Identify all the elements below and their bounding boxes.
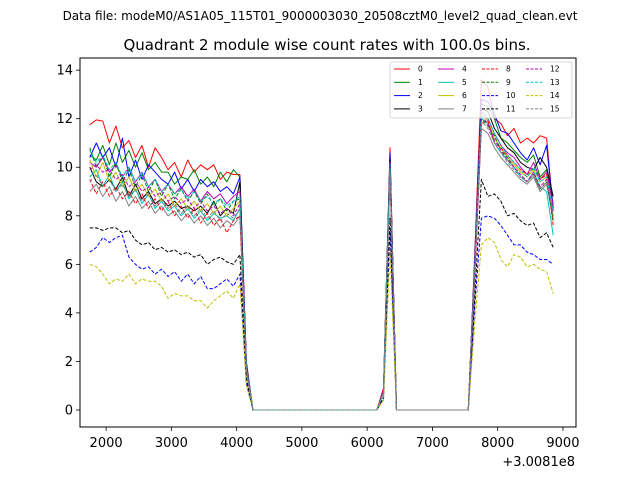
x-tick-label: 2000 bbox=[90, 436, 123, 451]
legend-label-9: 9 bbox=[506, 78, 511, 87]
y-tick-label: 6 bbox=[65, 258, 73, 273]
legend-label-15: 15 bbox=[550, 104, 560, 113]
series-layer bbox=[89, 79, 554, 411]
x-tick-label: 9000 bbox=[546, 436, 579, 451]
y-tick-label: 8 bbox=[65, 209, 73, 224]
x-tick-label: 5000 bbox=[285, 436, 318, 451]
legend-label-13: 13 bbox=[550, 78, 560, 87]
x-offset-label: +3.0081e8 bbox=[502, 455, 575, 470]
y-tick-label: 12 bbox=[56, 112, 73, 127]
legend-label-1: 1 bbox=[418, 78, 423, 87]
x-tick-label: 3000 bbox=[155, 436, 188, 451]
legend-label-8: 8 bbox=[506, 65, 511, 74]
legend-label-7: 7 bbox=[462, 104, 467, 113]
legend-label-11: 11 bbox=[506, 104, 516, 113]
legend-frame bbox=[389, 61, 573, 119]
plot-frame bbox=[79, 57, 577, 428]
x-axis: 2000 3000 4000 5000 6000 7000 8000 9000 bbox=[90, 427, 579, 451]
legend-label-12: 12 bbox=[550, 65, 560, 74]
y-tick-label: 14 bbox=[56, 64, 73, 79]
legend-label-3: 3 bbox=[418, 104, 423, 113]
y-tick-label: 2 bbox=[65, 355, 73, 370]
series-line-14 bbox=[89, 237, 554, 411]
y-axis: 0 2 4 6 8 10 12 14 bbox=[56, 64, 80, 419]
x-tick-label: 8000 bbox=[481, 436, 514, 451]
legend-label-6: 6 bbox=[462, 91, 467, 100]
x-tick-label: 6000 bbox=[351, 436, 384, 451]
legend-label-4: 4 bbox=[462, 65, 467, 74]
legend-label-2: 2 bbox=[418, 91, 423, 100]
chart-title: Quadrant 2 module wise count rates with … bbox=[123, 36, 530, 54]
datafile-label: Data file: modeM0/AS1A05_115T01_90000030… bbox=[63, 9, 578, 23]
legend-label-10: 10 bbox=[506, 91, 516, 100]
x-tick-label: 7000 bbox=[416, 436, 449, 451]
legend-label-14: 14 bbox=[550, 91, 560, 100]
y-tick-label: 0 bbox=[65, 404, 73, 419]
series-line-13 bbox=[89, 110, 554, 411]
x-tick-label: 4000 bbox=[220, 436, 253, 451]
y-tick-label: 4 bbox=[65, 306, 73, 321]
legend-label-0: 0 bbox=[418, 65, 423, 74]
y-tick-label: 10 bbox=[56, 161, 73, 176]
plot-area bbox=[80, 58, 576, 427]
legend-label-5: 5 bbox=[462, 78, 467, 87]
